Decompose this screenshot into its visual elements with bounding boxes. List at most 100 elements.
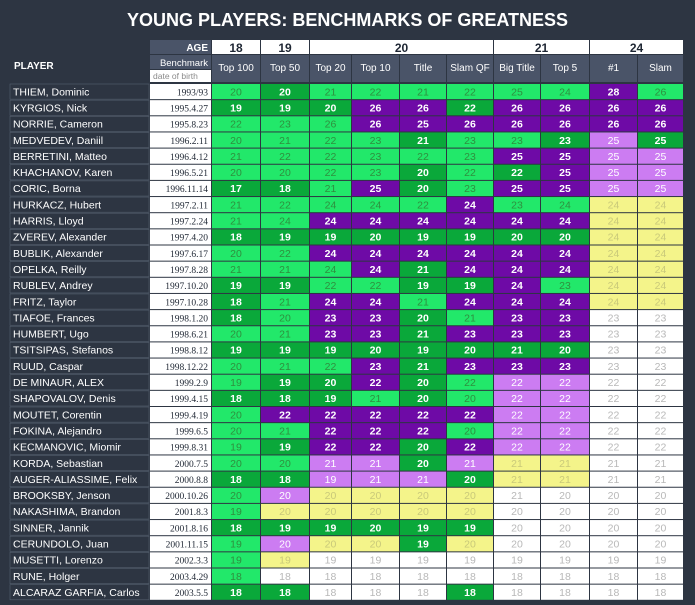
age-value: 22 [608,425,620,437]
benchmark-cell [494,55,540,82]
age-value: 20 [559,345,571,357]
age-value-cell [638,293,683,310]
age-value: 23 [608,361,620,373]
age-value: 21 [511,490,523,502]
player-name: FRITZ, Taylor [13,296,77,308]
age-value-cell [638,326,683,342]
age-value: 23 [655,329,667,341]
age-value: 20 [417,183,429,195]
dob-value: 1997.4.20 [170,234,208,244]
benchmark-cell [638,55,683,82]
age-value: 18 [464,587,476,599]
age-value-cell [352,197,399,213]
player-name-cell [9,261,150,278]
player-name-cell [9,455,150,471]
age-value-cell [212,132,260,148]
age-value-cell [400,293,446,310]
age-value: 21 [325,458,337,470]
age-value-cell [310,164,351,180]
player-name-cell [9,212,150,229]
age-value: 18 [230,474,242,486]
age-value: 20 [417,377,429,389]
age-value-cell [400,213,446,229]
age-value: 25 [511,151,523,163]
age-value: 22 [370,377,382,389]
age-value: 21 [417,361,429,373]
age-value-cell [638,552,683,568]
player-name-cell [9,406,150,423]
age-value: 18 [230,312,242,324]
age-value: 18 [279,393,291,405]
age-value: 20 [279,86,291,98]
age-value: 24 [370,264,382,276]
player-name: ALCARAZ GARFIA, Carlos [13,587,140,599]
age-value: 22 [464,167,476,179]
player-name: NAKASHIMA, Brandon [13,506,121,518]
age-value-cell [400,568,446,584]
age-value: 21 [325,86,337,98]
age-value-cell [494,455,540,471]
age-value-cell [494,310,540,326]
dob-value: 1997.10.20 [165,282,208,292]
age-value: 23 [464,361,476,373]
age-value: 24 [511,296,523,308]
age-value-cell [310,132,351,148]
age-value: 19 [230,345,242,357]
age-value: 25 [417,119,429,131]
age-value: 23 [608,329,620,341]
age-value-cell [638,390,683,406]
dob-cell [150,568,211,584]
age-value-cell [400,407,446,423]
dob-cell [150,197,211,213]
player-name: FOKINA, Alejandro [13,425,102,437]
age-value: 19 [230,377,242,389]
dob-cell [150,261,211,277]
player-name-cell [9,568,150,584]
age-value: 23 [608,345,620,357]
age-value-cell [352,164,399,180]
age-value-cell [541,326,589,342]
age-value: 20 [325,377,337,389]
age-value-cell [447,390,493,406]
player-name: RUUD, Caspar [13,361,84,373]
age-value-cell [638,471,683,487]
age-value: 19 [325,474,337,486]
age-value-cell [212,374,260,390]
age-value-cell [494,471,540,487]
age-value: 18 [230,587,242,599]
age-value: 21 [417,86,429,98]
age-value-cell [590,487,637,503]
age-group-cell [261,40,309,54]
age-value-cell [212,261,260,277]
age-value: 19 [279,377,291,389]
benchmark-label: Title [414,63,433,74]
age-value: 21 [655,474,667,486]
age-value-cell [541,213,589,229]
age-value: 22 [511,393,523,405]
dob-value: 1995.4.27 [170,104,208,114]
age-value-cell [352,213,399,229]
age-value: 23 [655,361,667,373]
age-value-cell [352,520,399,536]
age-value-cell [310,261,351,277]
age-value-cell [638,503,683,520]
age-value-cell [261,132,309,148]
age-value-cell [352,390,399,406]
dob-value: 1996.11.14 [166,185,209,195]
age-value: 20 [230,490,242,502]
age-value-cell [638,164,683,180]
age-value: 22 [417,425,429,437]
player-name: BROOKSBY, Jenson [13,490,110,502]
age-value-cell [494,277,540,293]
dob-value: 1997.8.28 [170,266,208,276]
age-value: 24 [464,248,476,260]
age-value-cell [590,116,637,132]
age-value-cell [590,180,637,197]
age-value-cell [212,245,260,261]
dob-value: 1999.8.31 [170,444,208,454]
age-group-label: 20 [395,41,409,55]
age-value-cell [447,148,493,164]
benchmark-cell [541,55,589,82]
age-value: 18 [417,571,429,583]
player-name: MUSETTI, Lorenzo [13,555,103,567]
